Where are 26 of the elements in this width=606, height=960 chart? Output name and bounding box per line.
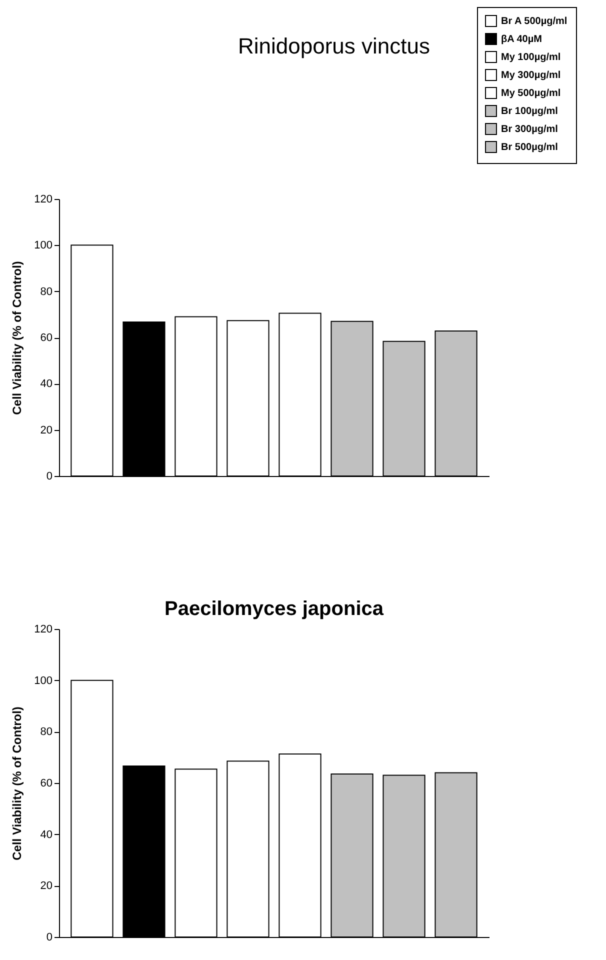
legend-label: My 300µg/ml xyxy=(501,70,561,81)
y-tick-label: 120 xyxy=(34,194,52,206)
y-tick-label: 20 xyxy=(40,424,52,436)
y-tick-label: 100 xyxy=(34,240,52,252)
legend-label: My 500µg/ml xyxy=(501,88,561,99)
legend-label: Br 500µg/ml xyxy=(501,142,558,153)
y-tick-label: 120 xyxy=(34,624,52,636)
y-tick-label: 60 xyxy=(40,332,52,344)
legend-label: Br 300µg/ml xyxy=(501,124,558,135)
y-tick-label: 80 xyxy=(40,286,52,298)
y-tick-label: 40 xyxy=(40,828,52,841)
y-axis-title: Cell Viability (% of Control) xyxy=(10,261,24,415)
y-tick-label: 80 xyxy=(40,726,52,738)
y-tick-label: 0 xyxy=(46,470,52,482)
chart-title: Paecilomyces japonica xyxy=(164,598,384,620)
y-axis-title: Cell Viability (% of Control) xyxy=(10,706,24,860)
y-tick-label: 100 xyxy=(34,674,52,687)
legend-label: Br A 500µg/ml xyxy=(501,16,568,27)
legend-label: βA 40µM xyxy=(501,34,542,45)
y-tick-label: 60 xyxy=(40,778,52,790)
y-tick-label: 0 xyxy=(46,932,52,944)
legend-label: My 100µg/ml xyxy=(501,52,561,63)
y-tick-label: 20 xyxy=(40,880,52,892)
chart-title: Rinidoporus vinctus xyxy=(238,34,430,58)
legend-label: Br 100µg/ml xyxy=(501,106,558,117)
y-tick-label: 40 xyxy=(40,378,52,390)
